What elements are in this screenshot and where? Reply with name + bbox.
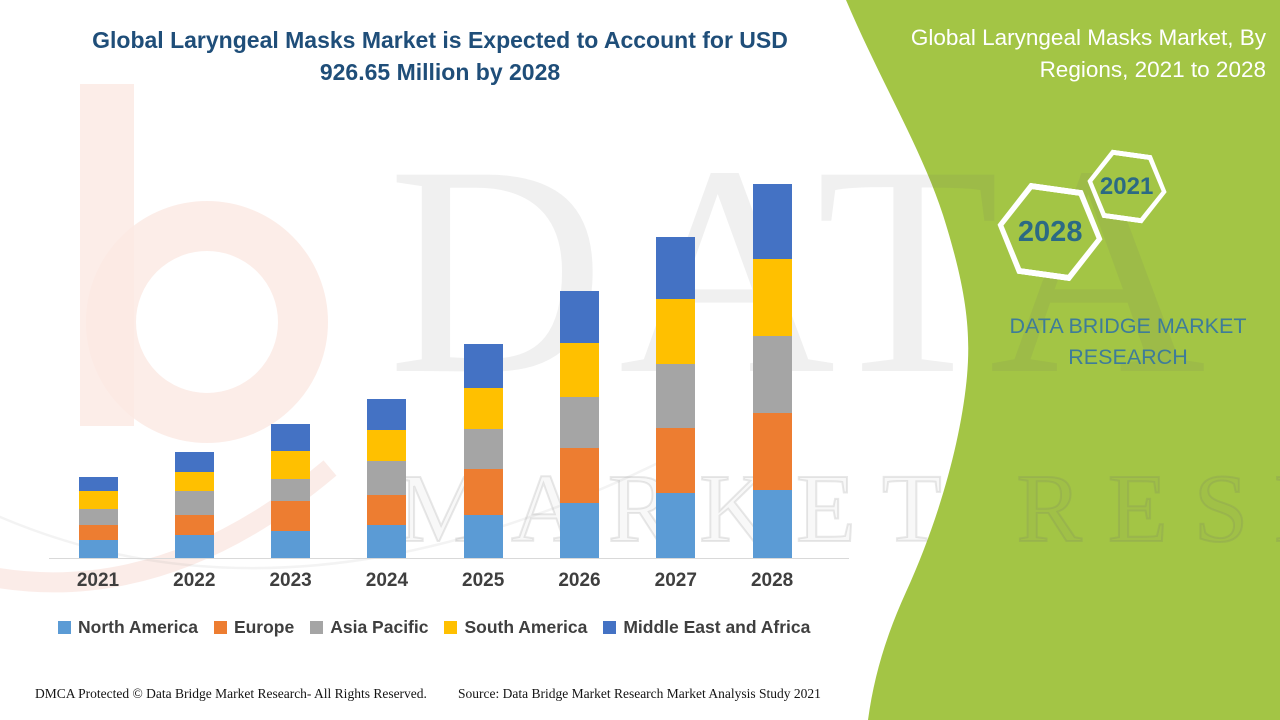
legend-swatch-icon <box>444 621 458 634</box>
legend-label: South America <box>464 617 588 637</box>
bar-segment-europe <box>78 524 118 541</box>
bar-segment-south-america <box>656 298 696 364</box>
bar-segment-south-america <box>78 491 118 509</box>
legend-label: North America <box>78 617 198 637</box>
bar-segment-asia-pacific <box>174 491 214 515</box>
bar-segment-south-america <box>174 472 214 492</box>
bar-segment-europe <box>752 413 792 490</box>
bar-segment-south-america <box>752 259 792 336</box>
bar-segment-europe <box>271 501 311 532</box>
brand-text-line1: DATA BRIDGE MARKET <box>1009 314 1247 338</box>
bar-segment-middle-east-and-africa <box>271 423 311 452</box>
bar-segment-middle-east-and-africa <box>78 477 118 492</box>
bar-2024 <box>367 399 407 558</box>
bar-segment-middle-east-and-africa <box>174 452 214 473</box>
bar-segment-asia-pacific <box>271 478 311 502</box>
bar-segment-south-america <box>367 429 407 462</box>
bar-segment-north-america <box>463 515 503 558</box>
bar-segment-middle-east-and-africa <box>367 399 407 430</box>
panel-heading-line2: Regions, 2021 to 2028 <box>1039 56 1266 82</box>
legend-label: Europe <box>233 617 295 637</box>
bar-segment-middle-east-and-africa <box>560 291 599 343</box>
bar-segment-middle-east-and-africa <box>752 183 792 259</box>
bar-2023 <box>271 423 311 558</box>
hexagon-2021: 2021 <box>1083 147 1172 226</box>
legend-label: Middle East and Africa <box>623 617 811 637</box>
bar-segment-south-america <box>463 388 503 429</box>
legend-item: North America <box>58 617 198 638</box>
footer-source: Source: Data Bridge Market Research Mark… <box>458 686 821 701</box>
bar-segment-north-america <box>752 490 792 558</box>
brand-text-line2: RESEARCH <box>1068 345 1188 370</box>
panel-heading-line1: Global Laryngeal Masks Market, By <box>910 25 1266 50</box>
legend-swatch-icon <box>603 621 617 634</box>
x-axis-label: 2023 <box>269 570 312 591</box>
bar-segment-europe <box>463 469 503 515</box>
page-title-line2: 926.65 Million by 2028 <box>319 59 561 86</box>
chart: 2021 2022 2023 2024 2025 2026 2027 2028 <box>49 170 849 591</box>
legend-item: South America <box>444 617 587 638</box>
bar-2028 <box>752 183 792 558</box>
bar-segment-middle-east-and-africa <box>656 237 696 299</box>
x-axis-label: 2021 <box>76 570 120 591</box>
bar-2025 <box>463 344 503 558</box>
bar-segment-north-america <box>367 524 407 558</box>
footer-dmca: DMCA Protected © Data Bridge Market Rese… <box>35 686 427 701</box>
x-axis-label: 2022 <box>173 570 216 591</box>
x-axis-line <box>49 558 849 559</box>
page-title-line1: Global Laryngeal Masks Market is Expecte… <box>92 27 788 53</box>
bar-segment-asia-pacific <box>560 397 599 448</box>
bar-2027 <box>656 237 696 558</box>
legend-item: Middle East and Africa <box>603 617 810 638</box>
bar-segment-north-america <box>174 535 214 558</box>
x-axis-label: 2027 <box>654 570 697 591</box>
bar-2026 <box>560 291 599 558</box>
bar-2022 <box>174 452 214 558</box>
x-axis-label: 2028 <box>750 570 794 591</box>
bar-segment-north-america <box>560 503 599 558</box>
bar-segment-europe <box>367 494 407 525</box>
bar-segment-europe <box>656 428 696 493</box>
bar-2021 <box>78 477 118 558</box>
brand-text: DATA BRIDGE MARKET RESEARCH <box>988 311 1268 373</box>
legend-item: Asia Pacific <box>310 617 428 638</box>
bar-segment-south-america <box>560 343 599 397</box>
hexagon-year-2028: 2028 <box>1017 215 1083 248</box>
bar-segment-asia-pacific <box>656 363 696 428</box>
bar-segment-north-america <box>271 531 311 558</box>
panel-heading: Global Laryngeal Masks Market, By Region… <box>866 22 1266 86</box>
legend-item: Europe <box>213 617 295 638</box>
bar-segment-north-america <box>78 540 118 558</box>
bar-segment-asia-pacific <box>752 336 792 413</box>
legend-swatch-icon <box>58 621 71 634</box>
bar-segment-north-america <box>656 493 696 558</box>
bar-segment-south-america <box>271 451 311 479</box>
legend-label: Asia Pacific <box>330 617 429 637</box>
bar-segment-europe <box>174 514 214 536</box>
x-axis-label: 2026 <box>558 570 601 591</box>
legend-swatch-icon <box>213 621 227 634</box>
bar-segment-middle-east-and-africa <box>463 344 503 388</box>
x-axis-label: 2024 <box>365 570 409 591</box>
bar-segment-asia-pacific <box>463 429 503 469</box>
hexagon-year-2021: 2021 <box>1100 172 1154 200</box>
legend-swatch-icon <box>310 621 324 634</box>
page-title: Global Laryngeal Masks Market is Expecte… <box>75 24 805 88</box>
x-axis-label: 2025 <box>462 570 505 591</box>
bar-segment-europe <box>560 448 599 503</box>
bar-segment-asia-pacific <box>78 508 118 525</box>
legend: North America Europe Asia Pacific South Ame… <box>58 617 810 638</box>
bar-segment-asia-pacific <box>367 461 407 495</box>
